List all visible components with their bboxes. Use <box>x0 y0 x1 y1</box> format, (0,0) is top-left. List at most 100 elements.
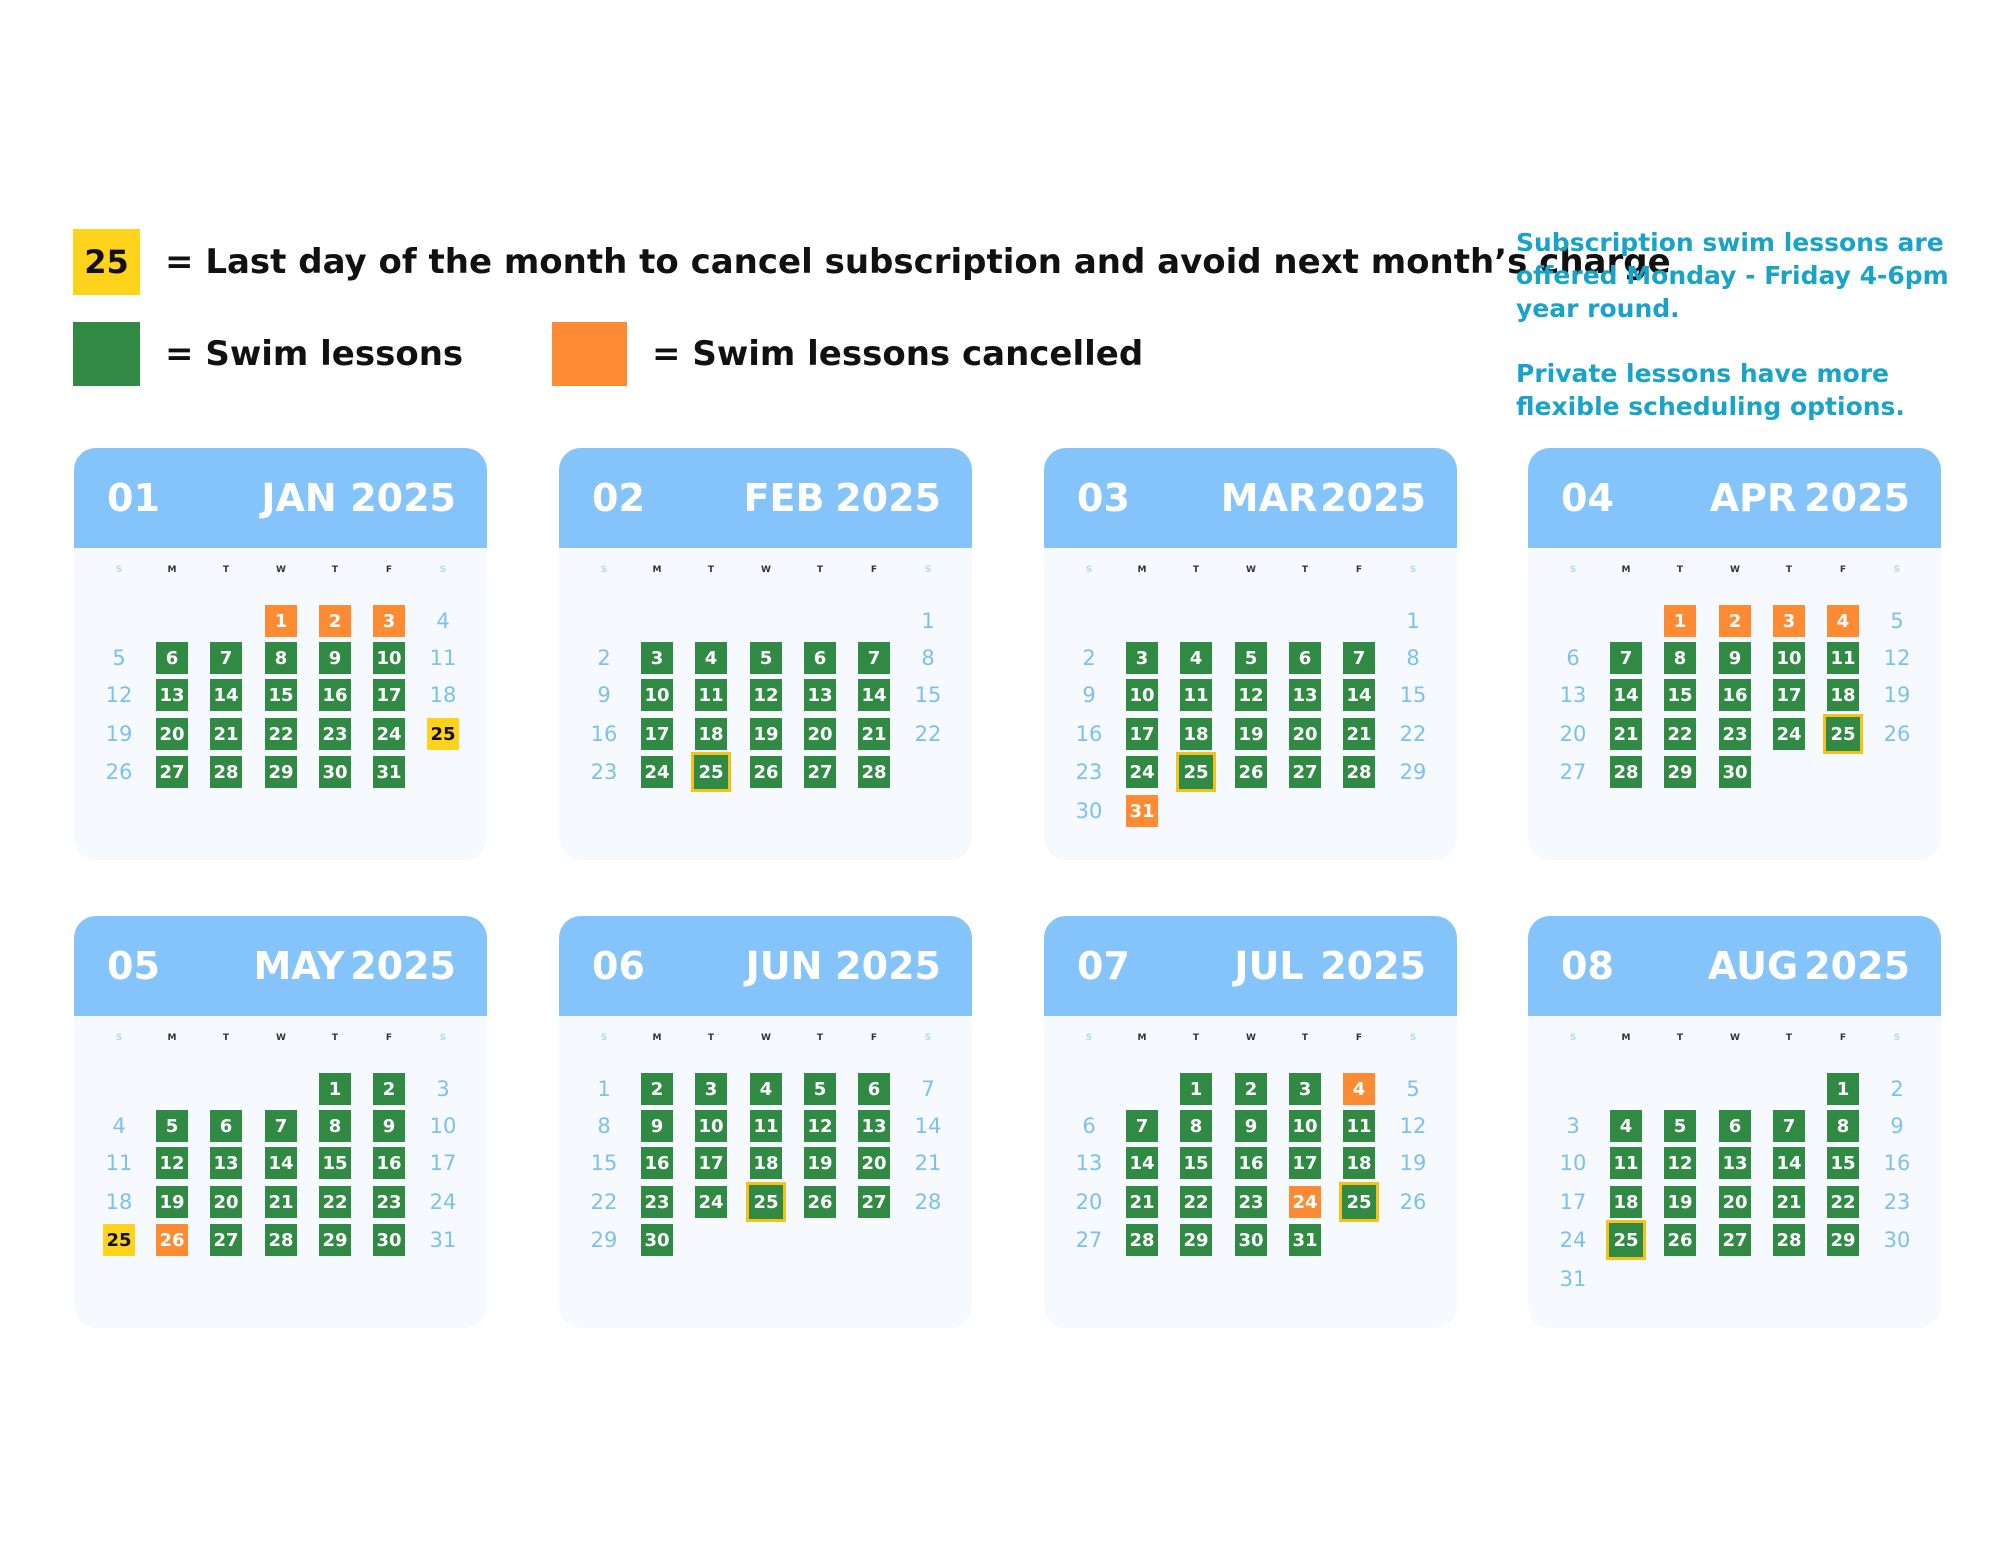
weekday-label: S <box>439 1033 447 1043</box>
lesson-day: 20 <box>156 718 188 750</box>
lesson-day: 17 <box>373 679 405 711</box>
weekend-day: 3 <box>436 1077 450 1101</box>
lesson-day: 31 <box>1289 1224 1321 1256</box>
weekend-day: 5 <box>1890 609 1904 633</box>
weekend-day: 12 <box>1399 1114 1427 1138</box>
weekend-day: 16 <box>1883 1151 1911 1175</box>
weekday-label: M <box>1137 1033 1147 1043</box>
lesson-day: 17 <box>1126 718 1158 750</box>
weekday-label: F <box>1839 1033 1847 1043</box>
lesson-day: 27 <box>156 756 188 788</box>
cancelled-day: 31 <box>1126 795 1158 827</box>
month-card-jul: 07 JUL 2025 S M T W T F S 1 2 3 4 5 6 7 8 9 10 11 12 13 14 15 16 1… <box>1044 916 1457 1328</box>
month-year: 2025 <box>350 476 456 520</box>
weekend-day: 2 <box>597 646 611 670</box>
deadline-lesson-day: 25 <box>691 752 731 792</box>
lesson-day: 13 <box>804 679 836 711</box>
lesson-day: 14 <box>1343 679 1375 711</box>
month-year: 2025 <box>1804 476 1910 520</box>
lesson-day: 9 <box>373 1110 405 1142</box>
lesson-day: 29 <box>1664 756 1696 788</box>
weekend-day: 9 <box>597 683 611 707</box>
lesson-day: 12 <box>1235 679 1267 711</box>
weekend-day: 17 <box>429 1151 457 1175</box>
lesson-day: 18 <box>1180 718 1212 750</box>
lesson-day: 10 <box>373 642 405 674</box>
legend-swim-lessons: = Swim lessons <box>73 322 463 386</box>
month-name: JUL <box>1234 944 1304 988</box>
lesson-day: 8 <box>319 1110 351 1142</box>
cancelled-day: 1 <box>1664 605 1696 637</box>
weekday-label: T <box>1785 1033 1793 1043</box>
month-days: S M T W T F S 1 2 3 4 5 6 7 8 9 10 11 12 13 14 15 16 17 18 19 20 21… <box>559 1016 972 1328</box>
lesson-day: 13 <box>210 1147 242 1179</box>
weekend-day: 1 <box>597 1077 611 1101</box>
deadline-lesson-day: 25 <box>746 1182 786 1222</box>
weekday-label: F <box>870 565 878 575</box>
lesson-day: 7 <box>1343 642 1375 674</box>
deadline-lesson-day: 25 <box>1176 752 1216 792</box>
lesson-day: 26 <box>1235 756 1267 788</box>
weekend-day: 12 <box>1883 646 1911 670</box>
lesson-day: 21 <box>265 1186 297 1218</box>
lesson-day: 7 <box>1773 1110 1805 1142</box>
lesson-day: 28 <box>210 756 242 788</box>
lesson-day: 24 <box>1773 718 1805 750</box>
deadline-day: 25 <box>427 718 459 750</box>
weekday-label: M <box>167 1033 177 1043</box>
lesson-day: 6 <box>858 1073 890 1105</box>
lesson-day: 10 <box>695 1110 727 1142</box>
month-card-feb: 02 FEB 2025 S M T W T F S 1 2 3 4 5 6 7 8 9 10 11 12 13 14 15 16 1… <box>559 448 972 860</box>
weekend-day: 26 <box>105 760 133 784</box>
lesson-day: 24 <box>641 756 673 788</box>
weekend-day: 20 <box>1559 722 1587 746</box>
month-header: 03 MAR 2025 <box>1044 448 1457 548</box>
cancelled-day: 1 <box>265 605 297 637</box>
lesson-day: 26 <box>804 1186 836 1218</box>
legend-deadline-text: = Last day of the month to cancel subscr… <box>165 242 1671 282</box>
lesson-day: 9 <box>1719 642 1751 674</box>
weekend-day: 18 <box>105 1190 133 1214</box>
lesson-day: 29 <box>1827 1224 1859 1256</box>
legend-cancelled-text: = Swim lessons cancelled <box>652 334 1144 374</box>
lesson-day: 13 <box>858 1110 890 1142</box>
weekend-day: 16 <box>590 722 618 746</box>
lesson-day: 26 <box>1664 1224 1696 1256</box>
weekday-label: M <box>652 1033 662 1043</box>
weekend-day: 15 <box>1399 683 1427 707</box>
month-card-jun: 06 JUN 2025 S M T W T F S 1 2 3 4 5 6 7 8 9 10 11 12 13 14 15 16 1… <box>559 916 972 1328</box>
lesson-day: 1 <box>1827 1073 1859 1105</box>
weekday-label: T <box>707 565 715 575</box>
weekday-label: T <box>1301 565 1309 575</box>
weekday-label: T <box>1676 565 1684 575</box>
lesson-day: 24 <box>1126 756 1158 788</box>
lesson-day: 15 <box>1180 1147 1212 1179</box>
weekend-day: 24 <box>429 1190 457 1214</box>
lesson-day: 5 <box>1235 642 1267 674</box>
lesson-day: 30 <box>1235 1224 1267 1256</box>
weekend-day: 22 <box>1399 722 1427 746</box>
weekend-day: 19 <box>105 722 133 746</box>
weekday-label: T <box>331 565 339 575</box>
lesson-day: 14 <box>265 1147 297 1179</box>
lesson-day: 15 <box>265 679 297 711</box>
lesson-day: 11 <box>695 679 727 711</box>
month-number: 02 <box>592 476 645 520</box>
month-number: 01 <box>107 476 160 520</box>
weekend-day: 21 <box>914 1151 942 1175</box>
lesson-day: 12 <box>156 1147 188 1179</box>
info-schedule: Subscription swim lessons are offered Mo… <box>1516 228 1949 323</box>
weekday-label: F <box>385 565 393 575</box>
weekend-day: 30 <box>1883 1228 1911 1252</box>
month-number: 08 <box>1561 944 1614 988</box>
month-name: APR <box>1709 476 1797 520</box>
lesson-day: 19 <box>804 1147 836 1179</box>
weekday-label: T <box>331 1033 339 1043</box>
lesson-day: 21 <box>1773 1186 1805 1218</box>
info-note: Subscription swim lessons are offered Mo… <box>1516 226 1956 423</box>
weekday-label: W <box>1730 1033 1740 1043</box>
month-number: 06 <box>592 944 645 988</box>
month-year: 2025 <box>1320 476 1426 520</box>
month-days: S M T W T F S 1 2 3 4 5 6 7 8 9 10 11 12 13 14 15 16 17 18 19 20 21… <box>1044 1016 1457 1328</box>
lesson-day: 10 <box>1773 642 1805 674</box>
